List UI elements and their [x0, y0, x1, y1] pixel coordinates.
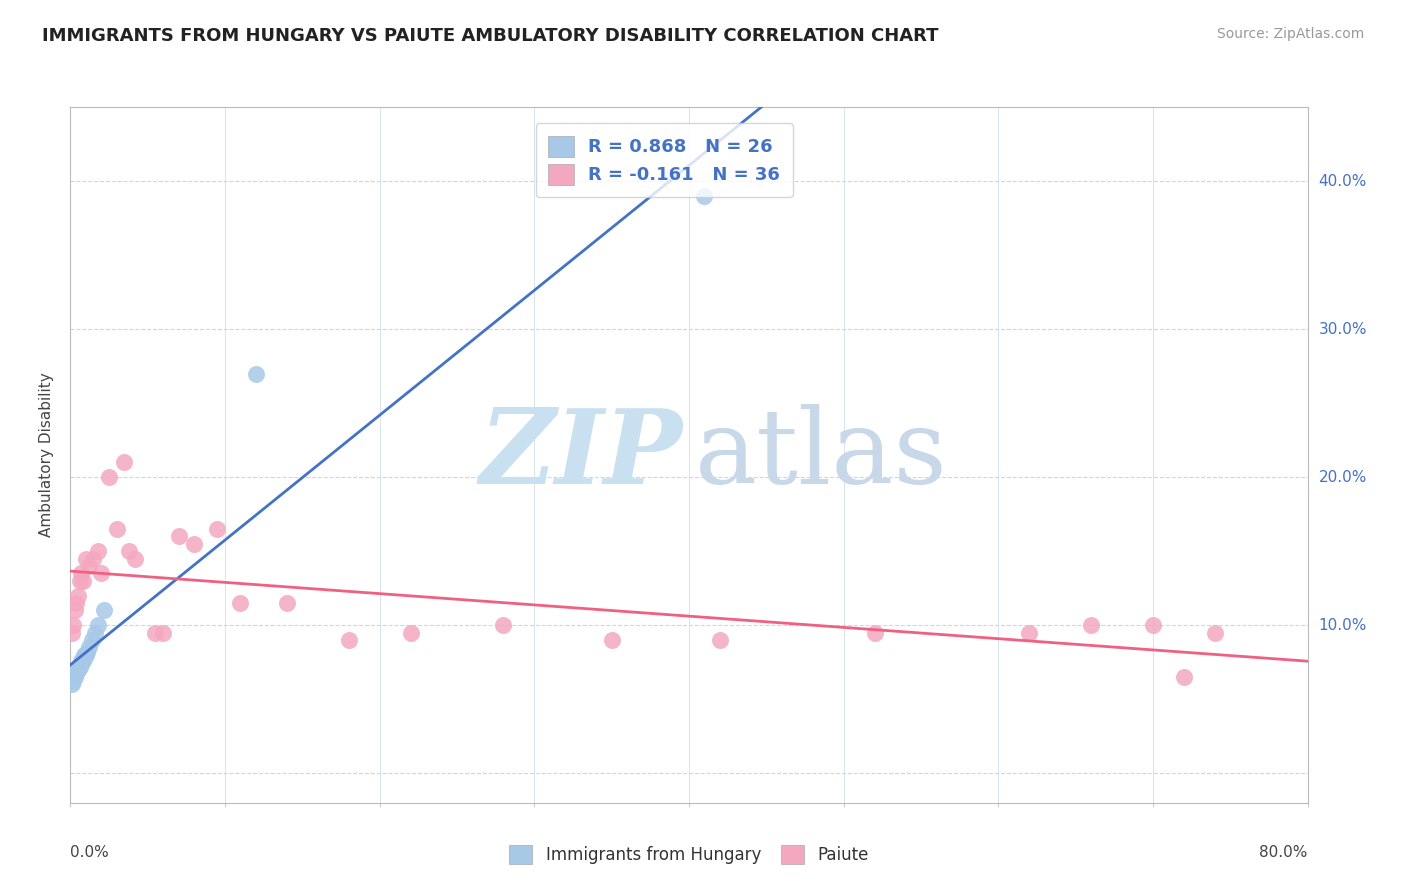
Point — [118, 544, 141, 558]
Point — [72, 650, 94, 665]
Point — [229, 596, 252, 610]
Point — [183, 537, 205, 551]
Point — [67, 589, 90, 603]
Point — [276, 596, 298, 610]
Point — [76, 645, 98, 659]
Point — [1142, 618, 1164, 632]
Point — [114, 455, 135, 469]
Point — [84, 625, 107, 640]
Point — [75, 648, 97, 662]
Point — [1018, 625, 1040, 640]
Point — [70, 566, 93, 581]
Point — [87, 544, 110, 558]
Point — [1204, 625, 1226, 640]
Point — [77, 640, 100, 655]
Point — [69, 657, 91, 671]
Text: 30.0%: 30.0% — [1319, 322, 1367, 336]
Point — [69, 659, 91, 673]
Point — [90, 566, 112, 581]
Point — [77, 558, 100, 573]
Point — [152, 625, 174, 640]
Legend: Immigrants from Hungary, Paiute: Immigrants from Hungary, Paiute — [502, 838, 876, 871]
Point — [1080, 618, 1102, 632]
Point — [709, 632, 731, 647]
Point — [337, 632, 360, 647]
Point — [1173, 670, 1195, 684]
Point — [399, 625, 422, 640]
Point — [70, 654, 93, 668]
Point — [492, 618, 515, 632]
Text: IMMIGRANTS FROM HUNGARY VS PAIUTE AMBULATORY DISABILITY CORRELATION CHART: IMMIGRANTS FROM HUNGARY VS PAIUTE AMBULA… — [42, 27, 939, 45]
Point — [60, 625, 83, 640]
Point — [65, 663, 87, 677]
Point — [73, 650, 96, 665]
Point — [62, 674, 84, 689]
Point — [67, 659, 90, 673]
Y-axis label: Ambulatory Disability: Ambulatory Disability — [39, 373, 55, 537]
Point — [105, 522, 128, 536]
Point — [600, 632, 623, 647]
Text: 20.0%: 20.0% — [1319, 469, 1367, 484]
Point — [80, 632, 103, 647]
Point — [70, 657, 93, 671]
Point — [63, 665, 86, 680]
Text: 40.0%: 40.0% — [1319, 174, 1367, 188]
Text: atlas: atlas — [695, 404, 948, 506]
Text: 80.0%: 80.0% — [1260, 845, 1308, 860]
Text: 10.0%: 10.0% — [1319, 617, 1367, 632]
Text: 0.0%: 0.0% — [70, 845, 110, 860]
Point — [207, 522, 229, 536]
Point — [87, 618, 110, 632]
Point — [863, 625, 886, 640]
Point — [65, 596, 87, 610]
Point — [62, 618, 84, 632]
Text: Source: ZipAtlas.com: Source: ZipAtlas.com — [1216, 27, 1364, 41]
Point — [60, 677, 83, 691]
Point — [145, 625, 166, 640]
Point — [93, 603, 115, 617]
Point — [62, 670, 84, 684]
Point — [98, 470, 120, 484]
Point — [75, 551, 97, 566]
Point — [67, 663, 90, 677]
Point — [82, 551, 105, 566]
Point — [124, 551, 146, 566]
Point — [63, 603, 86, 617]
Point — [245, 367, 267, 381]
Point — [65, 665, 87, 680]
Text: ZIP: ZIP — [479, 404, 683, 506]
Point — [167, 529, 190, 543]
Point — [69, 574, 91, 588]
Point — [63, 670, 86, 684]
Point — [693, 189, 716, 203]
Point — [72, 654, 94, 668]
Point — [72, 574, 94, 588]
Point — [73, 648, 96, 662]
